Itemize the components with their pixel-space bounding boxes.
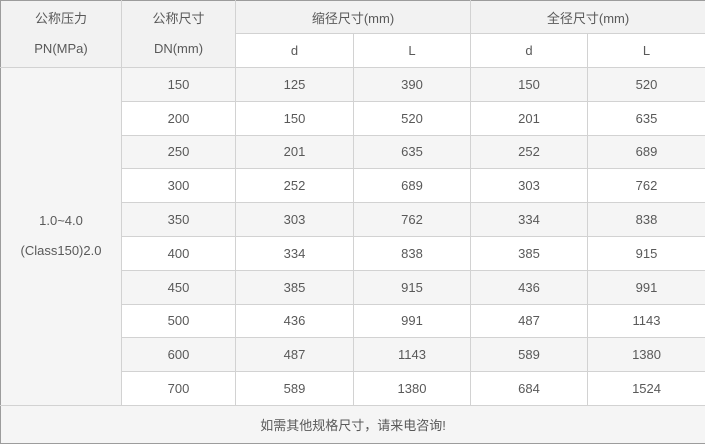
reduced-d-cell: 150 <box>236 101 354 135</box>
full-d-cell: 201 <box>471 101 588 135</box>
dn-cell: 350 <box>122 203 236 237</box>
reduced-L-cell: 520 <box>354 101 471 135</box>
full-L-cell: 915 <box>588 236 705 270</box>
pressure-value-line1: 1.0~4.0 <box>1 206 121 236</box>
full-d-cell: 589 <box>471 338 588 372</box>
reduced-L-cell: 991 <box>354 304 471 338</box>
header-nominal-pressure-line2: PN(MPa) <box>1 34 121 64</box>
reduced-d-cell: 125 <box>236 68 354 102</box>
dn-cell: 150 <box>122 68 236 102</box>
reduced-d-cell: 334 <box>236 236 354 270</box>
subheader-full-d: d <box>471 34 588 68</box>
full-d-cell: 487 <box>471 304 588 338</box>
full-L-cell: 991 <box>588 270 705 304</box>
subheader-full-L: L <box>588 34 705 68</box>
full-L-cell: 520 <box>588 68 705 102</box>
reduced-L-cell: 689 <box>354 169 471 203</box>
header-full-bore-group: 全径尺寸(mm) <box>471 1 705 34</box>
reduced-d-cell: 589 <box>236 372 354 406</box>
pressure-value-cell: 1.0~4.0 (Class150)2.0 <box>1 68 122 406</box>
full-L-cell: 1380 <box>588 338 705 372</box>
reduced-d-cell: 436 <box>236 304 354 338</box>
dn-cell: 500 <box>122 304 236 338</box>
pressure-value-line2: (Class150)2.0 <box>1 236 121 266</box>
dn-cell: 400 <box>122 236 236 270</box>
dn-cell: 600 <box>122 338 236 372</box>
full-L-cell: 838 <box>588 203 705 237</box>
subheader-reduced-d: d <box>236 34 354 68</box>
valve-spec-page: 公称压力 PN(MPa) 公称尺寸 DN(mm) 缩径尺寸(mm) 全径尺寸(m… <box>0 0 705 434</box>
header-row-groups: 公称压力 PN(MPa) 公称尺寸 DN(mm) 缩径尺寸(mm) 全径尺寸(m… <box>1 1 705 34</box>
footer-row: 如需其他规格尺寸，请来电咨询! <box>1 405 705 443</box>
full-d-cell: 436 <box>471 270 588 304</box>
full-d-cell: 150 <box>471 68 588 102</box>
full-d-cell: 252 <box>471 135 588 169</box>
table-row: 1.0~4.0 (Class150)2.0 150 125 390 150 52… <box>1 68 705 102</box>
dn-cell: 200 <box>122 101 236 135</box>
full-L-cell: 635 <box>588 101 705 135</box>
reduced-L-cell: 915 <box>354 270 471 304</box>
reduced-d-cell: 385 <box>236 270 354 304</box>
reduced-d-cell: 303 <box>236 203 354 237</box>
reduced-L-cell: 390 <box>354 68 471 102</box>
reduced-d-cell: 201 <box>236 135 354 169</box>
dn-cell: 250 <box>122 135 236 169</box>
reduced-L-cell: 762 <box>354 203 471 237</box>
header-nominal-pressure: 公称压力 PN(MPa) <box>1 1 122 68</box>
full-d-cell: 303 <box>471 169 588 203</box>
dn-cell: 450 <box>122 270 236 304</box>
full-L-cell: 762 <box>588 169 705 203</box>
reduced-d-cell: 487 <box>236 338 354 372</box>
reduced-L-cell: 1143 <box>354 338 471 372</box>
full-d-cell: 684 <box>471 372 588 406</box>
subheader-reduced-L: L <box>354 34 471 68</box>
header-reduced-bore-group: 缩径尺寸(mm) <box>236 1 471 34</box>
full-L-cell: 689 <box>588 135 705 169</box>
footer-notice: 如需其他规格尺寸，请来电咨询! <box>1 405 705 443</box>
reduced-L-cell: 635 <box>354 135 471 169</box>
header-nominal-size-line1: 公称尺寸 <box>122 4 235 34</box>
dn-cell: 700 <box>122 372 236 406</box>
reduced-d-cell: 252 <box>236 169 354 203</box>
full-d-cell: 385 <box>471 236 588 270</box>
header-nominal-size-line2: DN(mm) <box>122 34 235 64</box>
dn-cell: 300 <box>122 169 236 203</box>
full-L-cell: 1143 <box>588 304 705 338</box>
reduced-L-cell: 838 <box>354 236 471 270</box>
full-d-cell: 334 <box>471 203 588 237</box>
reduced-L-cell: 1380 <box>354 372 471 406</box>
header-nominal-size: 公称尺寸 DN(mm) <box>122 1 236 68</box>
header-nominal-pressure-line1: 公称压力 <box>1 4 121 34</box>
full-L-cell: 1524 <box>588 372 705 406</box>
